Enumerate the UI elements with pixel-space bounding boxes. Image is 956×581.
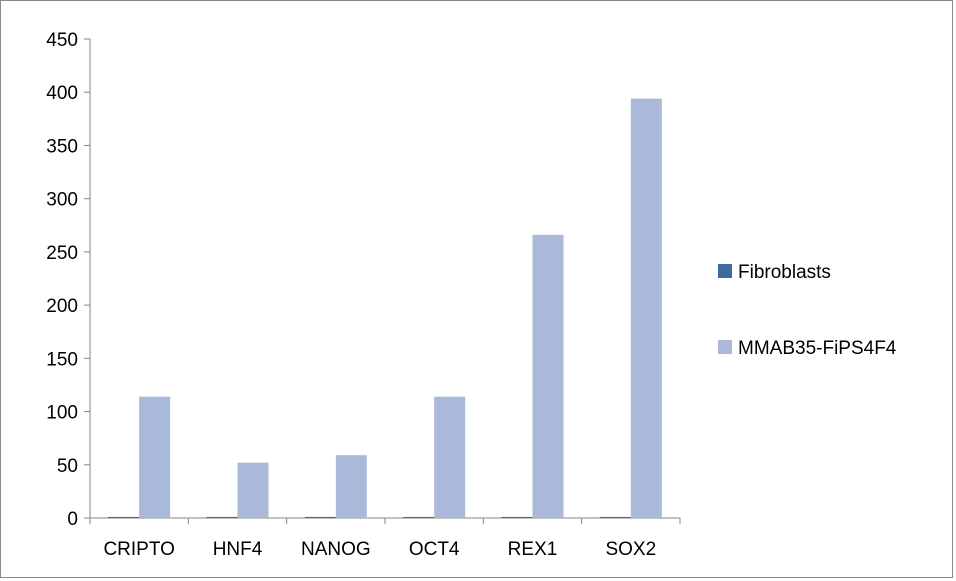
x-axis: CRIPTO HNF4 NANOG OCT4 REX1 SOX2	[89, 517, 681, 560]
legend-swatch-fibroblasts	[718, 264, 732, 278]
bar-mmab35-fips4f4-nanog	[335, 455, 367, 518]
y-tick-label: 400	[46, 83, 78, 104]
bar-mmab35-fips4f4-oct4	[434, 396, 466, 518]
bar-fibroblasts-rex1	[501, 516, 533, 518]
y-tick-label: 250	[46, 243, 78, 264]
bar-mmab35-fips4f4-sox2	[630, 98, 662, 518]
bar-fibroblasts-hnf4	[206, 516, 238, 518]
legend-label-mmab35-fips4f4: MMAB35-FiPS4F4	[738, 338, 897, 359]
y-tick-label: 350	[46, 136, 78, 157]
bar-fibroblasts-oct4	[403, 516, 435, 518]
x-tick-label: HNF4	[213, 539, 263, 560]
x-tick-label: OCT4	[409, 539, 460, 560]
x-tick-label: REX1	[508, 539, 558, 560]
y-tick-label: 50	[57, 456, 78, 477]
bar-fibroblasts-cripto	[108, 516, 140, 518]
bar-fibroblasts-sox2	[599, 516, 631, 518]
bar-mmab35-fips4f4-rex1	[532, 234, 564, 518]
y-tick-label: 150	[46, 349, 78, 370]
y-tick-label: 300	[46, 190, 78, 211]
bars	[108, 98, 662, 518]
x-tick-label: NANOG	[301, 539, 371, 560]
y-axis: 0 50 100 150 200 250 300 350 400 450	[46, 30, 91, 530]
legend-swatch-mmab35-fips4f4	[718, 340, 732, 354]
x-tick-label: CRIPTO	[103, 539, 174, 560]
legend-label-fibroblasts: Fibroblasts	[738, 262, 831, 283]
y-tick-label: 0	[67, 509, 78, 530]
bar-mmab35-fips4f4-hnf4	[237, 462, 269, 518]
legend: Fibroblasts MMAB35-FiPS4F4	[718, 262, 897, 359]
y-tick-label: 100	[46, 403, 78, 424]
bar-mmab35-fips4f4-cripto	[139, 396, 171, 518]
bar-fibroblasts-nanog	[304, 516, 336, 518]
y-tick-label: 450	[46, 30, 78, 51]
x-tick-label: SOX2	[605, 539, 656, 560]
y-tick-label: 200	[46, 296, 78, 317]
